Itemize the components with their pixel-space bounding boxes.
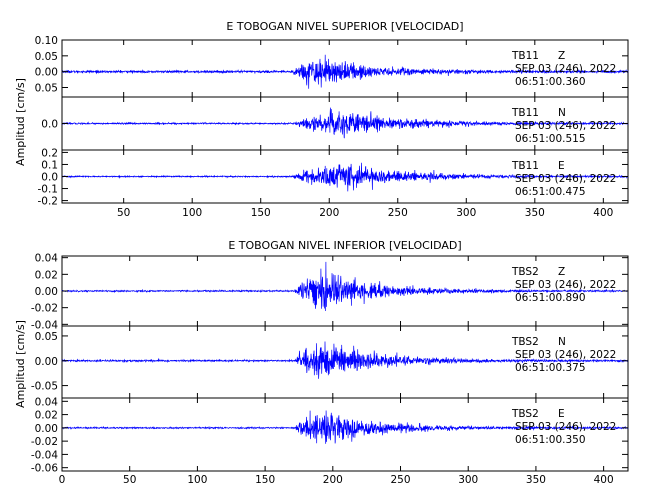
chart-title: E TOBOGAN NIVEL SUPERIOR [VELOCIDAD]	[226, 20, 463, 33]
chart-group-inferior: E TOBOGAN NIVEL INFERIOR [VELOCIDAD]0.04…	[14, 239, 629, 486]
component-label: E	[558, 160, 565, 172]
time-label: 06:51:00.375	[515, 362, 586, 374]
y-tick-label: -0.04	[31, 319, 58, 331]
x-tick-label: 200	[319, 207, 339, 219]
y-tick-label: -0.2	[38, 196, 59, 208]
x-tick-label: 350	[525, 207, 545, 219]
y-tick-label: -0.06	[31, 463, 58, 475]
panel-frame	[61, 397, 629, 472]
y-tick-label: 0.0	[41, 172, 58, 184]
y-tick-label: -0.02	[31, 303, 58, 315]
x-tick-label: 150	[251, 207, 271, 219]
date-label: SEP 03 (246), 2022	[515, 421, 616, 433]
date-label: SEP 03 (246), 2022	[515, 63, 616, 75]
x-tick-label: 250	[388, 207, 408, 219]
time-label: 06:51:00.515	[515, 133, 586, 145]
x-tick-label: 250	[390, 474, 410, 486]
y-tick-label: 0.04	[35, 396, 59, 408]
component-label: Z	[558, 50, 565, 62]
x-tick-label: 400	[594, 474, 614, 486]
date-label: SEP 03 (246), 2022	[515, 120, 616, 132]
x-tick-label: 0	[59, 474, 66, 486]
y-tick-label: 0.05	[35, 51, 58, 63]
time-label: 06:51:00.350	[515, 434, 586, 446]
x-tick-label: 400	[593, 207, 613, 219]
y-tick-label: 0.0	[41, 119, 58, 131]
y-tick-label: 0.04	[35, 253, 59, 265]
y-tick-label: 0.00	[35, 423, 58, 435]
time-label: 06:51:00.475	[515, 186, 586, 198]
component-label: E	[558, 408, 565, 420]
time-label: 06:51:00.890	[515, 292, 586, 304]
x-tick-label: 50	[123, 474, 136, 486]
station-label: TBS2	[511, 408, 539, 420]
x-tick-label: 100	[182, 207, 202, 219]
component-label: N	[558, 107, 566, 119]
y-tick-label: 0.00	[35, 286, 58, 298]
y-tick-label: 0.2	[41, 147, 58, 159]
y-tick-label: -0.1	[38, 184, 59, 196]
y-tick-label: -0.02	[31, 436, 58, 448]
y-tick-label: -0.04	[31, 449, 58, 461]
y-tick-label: 0.05	[35, 331, 58, 343]
y-tick-label: 0.05	[35, 83, 58, 95]
waveform-line-tbs2-n	[61, 341, 629, 379]
date-label: SEP 03 (246), 2022	[515, 279, 616, 291]
y-tick-label: 0.1	[41, 159, 58, 171]
time-label: 06:51:00.360	[515, 76, 586, 88]
y-tick-label: -0.05	[31, 381, 58, 393]
x-tick-label: 150	[255, 474, 275, 486]
waveform-line-tb11-n	[61, 107, 629, 139]
station-label: TB11	[511, 107, 539, 119]
component-label: Z	[558, 266, 565, 278]
y-axis-label: Amplitud [cm/s]	[14, 78, 27, 166]
x-tick-label: 200	[323, 474, 343, 486]
station-label: TBS2	[511, 266, 539, 278]
y-tick-label: 0.10	[35, 35, 58, 47]
station-label: TBS2	[511, 336, 539, 348]
x-tick-label: 350	[526, 474, 546, 486]
component-label: N	[558, 336, 566, 348]
waveform-line-tbs2-e	[61, 410, 629, 444]
station-label: TB11	[511, 160, 539, 172]
waveform-line-tbs2-z	[61, 261, 628, 312]
y-tick-label: 0.02	[35, 269, 58, 281]
x-tick-label: 50	[117, 207, 130, 219]
waveform-line-tb11-z	[61, 54, 629, 89]
date-label: SEP 03 (246), 2022	[515, 173, 616, 185]
y-tick-label: 0.00	[35, 356, 58, 368]
y-tick-label: 0.02	[35, 410, 58, 422]
chart-group-superior: E TOBOGAN NIVEL SUPERIOR [VELOCIDAD]0.10…	[14, 20, 629, 219]
x-tick-label: 100	[187, 474, 207, 486]
x-tick-label: 300	[458, 474, 478, 486]
date-label: SEP 03 (246), 2022	[515, 349, 616, 361]
y-tick-label: 0.00	[35, 67, 58, 79]
y-axis-label: Amplitud [cm/s]	[14, 320, 27, 408]
station-label: TB11	[511, 50, 539, 62]
x-tick-label: 300	[456, 207, 476, 219]
chart-title: E TOBOGAN NIVEL INFERIOR [VELOCIDAD]	[228, 239, 461, 252]
waveform-line-tb11-e	[61, 162, 629, 192]
